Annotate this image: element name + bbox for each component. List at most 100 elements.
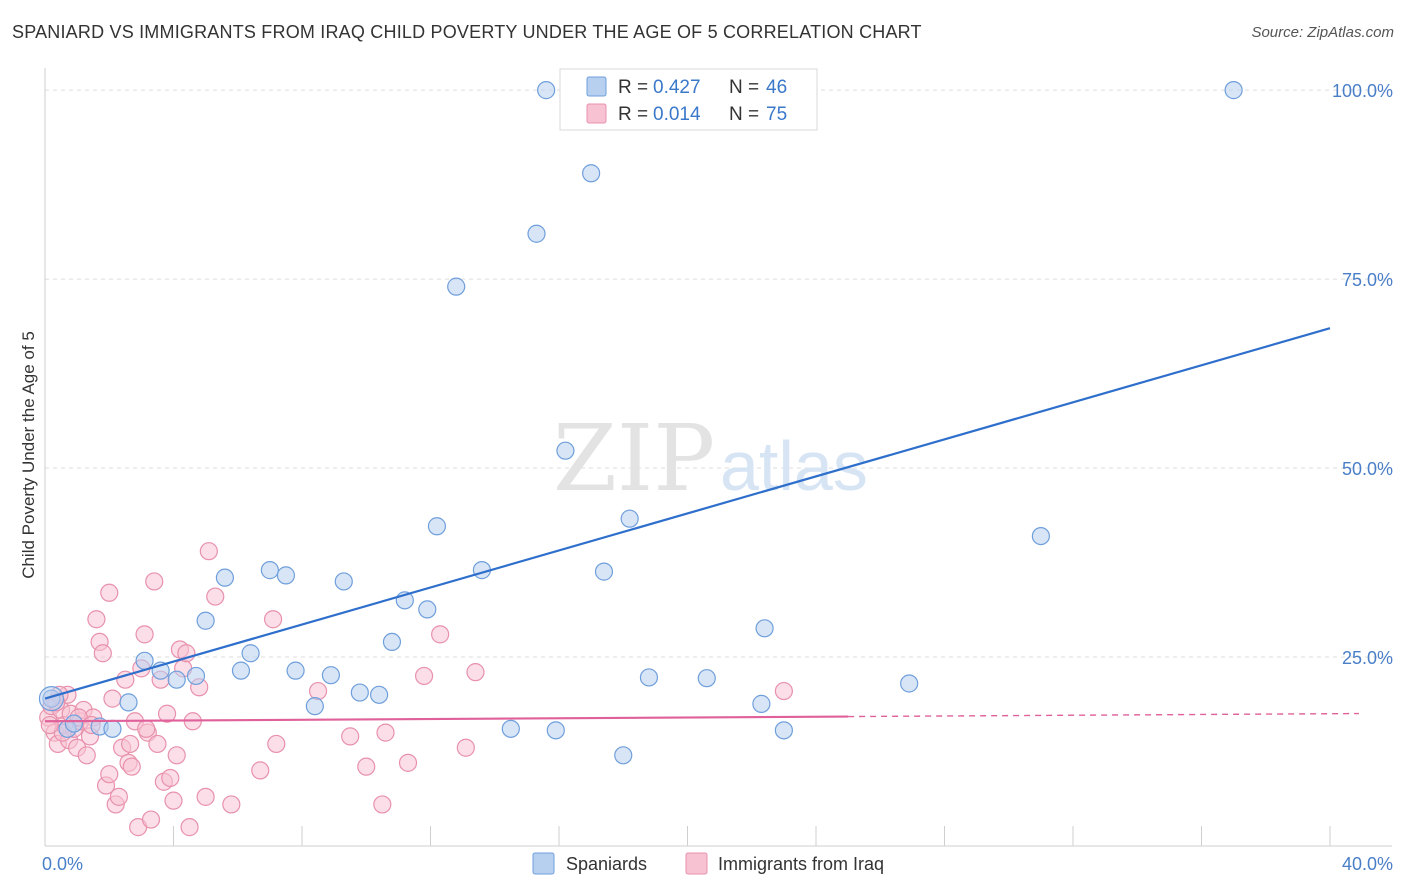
iraq-point xyxy=(373,795,392,814)
trend-line-spaniards xyxy=(44,327,1331,700)
legend-r-label-1: R = xyxy=(618,77,648,98)
spaniards-point xyxy=(119,693,138,712)
correlation-legend: R = 0.427 N = 46 R = 0.014 N = 75 xyxy=(559,68,818,131)
axes xyxy=(44,68,1392,847)
spaniards-point xyxy=(546,721,565,740)
gridlines xyxy=(45,89,1392,658)
spaniards-point xyxy=(697,669,716,688)
spaniards-point xyxy=(334,572,353,591)
spaniards-point xyxy=(286,661,305,680)
bottom-legend-label-iraq: Immigrants from Iraq xyxy=(718,854,884,874)
iraq-point xyxy=(341,727,360,746)
iraq-point xyxy=(222,795,241,814)
spaniards-point xyxy=(241,644,260,663)
iraq-point xyxy=(206,587,225,606)
chart-title: SPANIARD VS IMMIGRANTS FROM IRAQ CHILD P… xyxy=(12,22,922,42)
spaniards-point xyxy=(752,694,771,713)
watermark-atlas: atlas xyxy=(720,427,868,505)
iraq-point xyxy=(196,787,215,806)
y-axis-title: Child Poverty Under the Age of 5 xyxy=(19,331,38,579)
iraq-point xyxy=(103,689,122,708)
watermark: ZIP atlas xyxy=(553,405,868,512)
spaniards-point xyxy=(900,674,919,693)
iraq-point xyxy=(456,738,475,757)
iraq-point xyxy=(431,625,450,644)
series-legend: Spaniards Immigrants from Iraq xyxy=(532,852,884,875)
iraq-point xyxy=(93,644,112,663)
spaniards-point xyxy=(370,685,389,704)
iraq-point xyxy=(100,583,119,602)
iraq-point xyxy=(121,734,140,754)
spaniards-point xyxy=(527,224,546,243)
iraq-point xyxy=(199,542,218,561)
spaniards-point xyxy=(620,509,639,528)
spaniards-point xyxy=(582,164,601,183)
iraq-point xyxy=(141,810,161,829)
iraq-point xyxy=(116,670,135,689)
watermark-zip: ZIP xyxy=(553,405,715,512)
legend-swatch-iraq xyxy=(586,103,607,124)
x-tick-labels: 0.0% 40.0% xyxy=(42,854,1393,874)
iraq-point xyxy=(774,681,793,701)
spaniards-point xyxy=(501,719,520,738)
y-tick-labels: 25.0% 50.0% 75.0% 100.0% xyxy=(1332,81,1393,668)
iraq-point xyxy=(145,572,164,591)
spaniards-point xyxy=(537,81,556,100)
x-tick-label-min: 0.0% xyxy=(42,854,83,874)
iraq-point xyxy=(376,723,395,742)
spaniards-point xyxy=(276,566,296,585)
series-iraq-points xyxy=(39,542,793,837)
iraq-point xyxy=(414,666,434,686)
iraq-point xyxy=(137,719,156,738)
source-label: Source: ZipAtlas.com xyxy=(1251,24,1394,41)
iraq-point xyxy=(109,787,128,806)
y-tick-label: 100.0% xyxy=(1332,81,1393,101)
spaniards-point xyxy=(215,568,234,587)
spaniards-point xyxy=(186,666,206,686)
iraq-point xyxy=(148,734,167,754)
iraq-point xyxy=(466,663,485,682)
spaniards-point xyxy=(1224,81,1243,100)
spaniards-point xyxy=(639,668,659,687)
iraq-point xyxy=(263,610,283,629)
iraq-point xyxy=(180,818,199,837)
spaniards-point xyxy=(231,661,251,680)
legend-n-value-2: 75 xyxy=(766,104,787,125)
legend-n-label-1: N = xyxy=(729,77,759,98)
y-tick-label: 75.0% xyxy=(1342,270,1393,290)
iraq-point xyxy=(267,734,286,754)
y-tick-label: 50.0% xyxy=(1342,459,1393,479)
iraq-point xyxy=(251,761,270,780)
legend-swatch-spaniards xyxy=(586,76,607,97)
iraq-point xyxy=(87,610,106,629)
spaniards-point xyxy=(260,561,279,580)
iraq-point xyxy=(157,704,177,723)
legend-n-value-1: 46 xyxy=(766,77,787,98)
spaniards-point xyxy=(64,714,84,733)
spaniards-point xyxy=(350,683,369,702)
iraq-point xyxy=(398,753,418,772)
spaniards-point xyxy=(614,746,633,765)
iraq-point xyxy=(100,765,119,784)
iraq-point xyxy=(122,757,141,776)
iraq-point xyxy=(164,791,183,810)
spaniards-point xyxy=(305,697,324,716)
legend-r-value-2: 0.014 xyxy=(653,104,701,125)
iraq-point xyxy=(40,715,59,735)
spaniards-point xyxy=(196,611,215,630)
spaniards-point xyxy=(755,619,774,638)
spaniards-point xyxy=(103,719,122,738)
iraq-point xyxy=(357,757,376,776)
trend-lines xyxy=(44,327,1359,723)
iraq-point xyxy=(161,768,180,788)
x-tick-label-max: 40.0% xyxy=(1342,854,1393,874)
bottom-legend-swatch-spaniards xyxy=(532,852,555,875)
spaniards-point xyxy=(382,632,402,652)
spaniards-point xyxy=(38,686,65,712)
spaniards-point xyxy=(594,562,614,581)
iraq-point xyxy=(308,681,328,701)
spaniards-point xyxy=(427,517,447,536)
spaniards-point xyxy=(418,600,437,619)
spaniards-point xyxy=(774,721,793,740)
